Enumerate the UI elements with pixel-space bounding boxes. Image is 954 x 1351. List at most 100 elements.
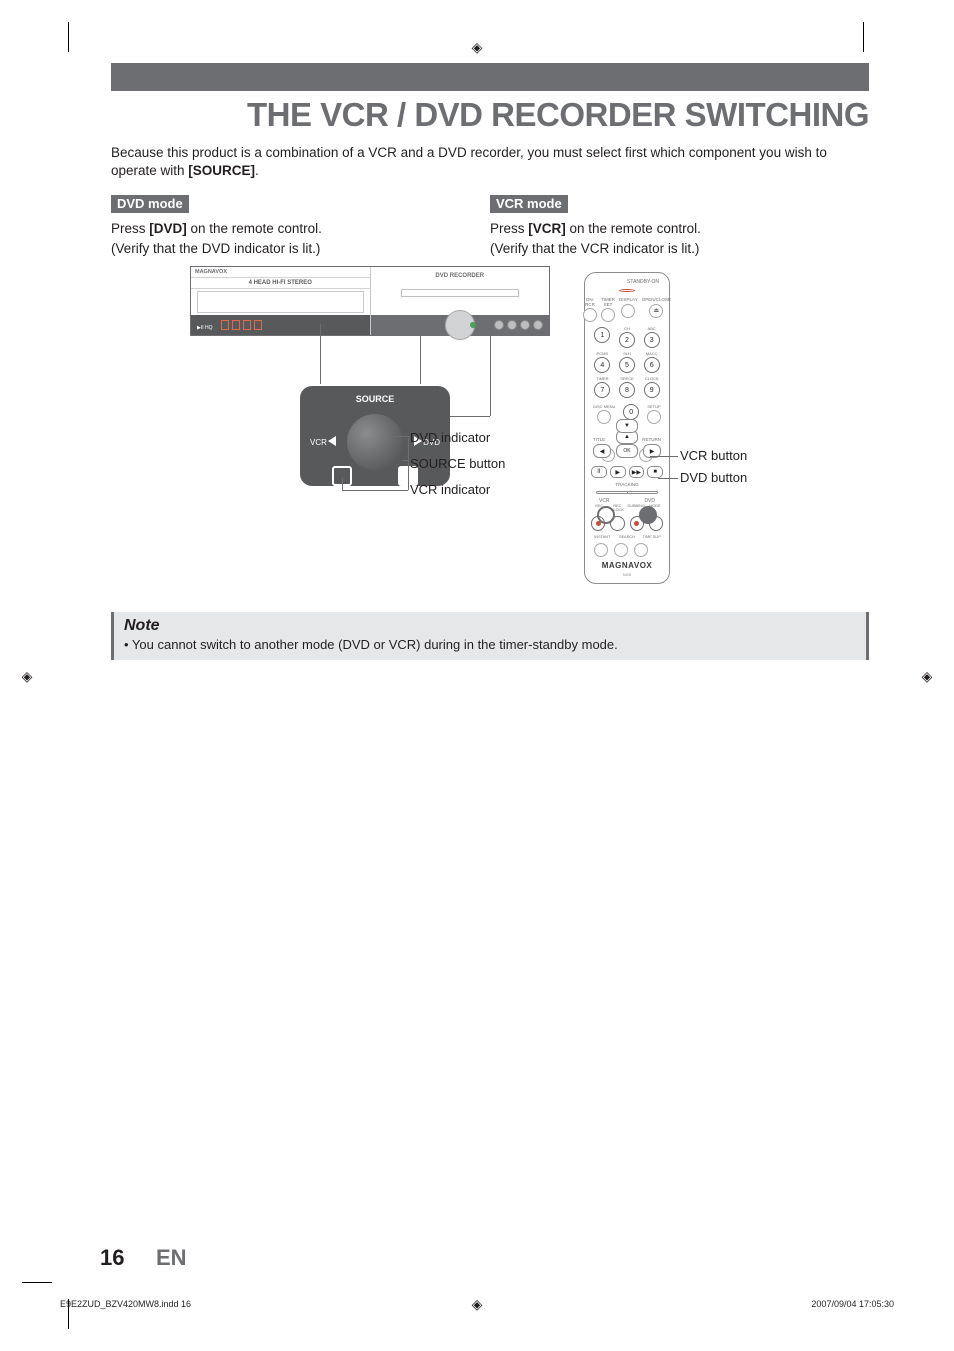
unit-vcr-label: ▶II HQ <box>197 325 213 331</box>
footer-right: 2007/09/04 17:05:30 <box>811 1299 894 1309</box>
dial-knob-icon <box>347 414 403 470</box>
dvd-small-btn-icon <box>533 320 543 330</box>
num-lbl: CH <box>624 326 630 331</box>
transport-row: II ▶ ▶▶ ■ <box>591 466 663 478</box>
remote-num-icon: 1 <box>594 327 610 343</box>
rec-dot-icon <box>634 521 639 526</box>
registration-mark-icon: ◈ <box>918 667 936 685</box>
remote-btn-icon <box>583 308 597 322</box>
remote-label: TIMER SET <box>601 298 615 307</box>
num-lbl: MACC <box>646 351 658 356</box>
bot-labels: INSTANT SEARCH TIME SLIP <box>591 535 663 539</box>
note-title: Note <box>124 617 856 635</box>
dvd-indicator-callout: DVD indicator <box>410 430 490 445</box>
transport-btn-icon: ▶ <box>610 466 626 478</box>
num-lbl: ABC <box>648 326 656 331</box>
dvd-button-callout: DVD button <box>680 470 747 485</box>
dvd-line2: (Verify that the DVD indicator is lit.) <box>111 241 320 256</box>
unit-front: MAGNAVOX 4 HEAD HI-FI STEREO ▶II HQ DVD … <box>190 266 550 336</box>
leader-line <box>342 478 343 490</box>
remote-sub: NG5 <box>623 572 631 577</box>
dial-vcr-label: VCR <box>310 438 327 447</box>
vcr-segment-icon <box>254 320 262 330</box>
device-diagram: MAGNAVOX 4 HEAD HI-FI STEREO ▶II HQ DVD … <box>190 266 770 596</box>
note-box: Note • You cannot switch to another mode… <box>111 612 869 660</box>
num-lbl: PCMS <box>597 351 609 356</box>
unit-vcr-panel: ▶II HQ <box>191 315 370 335</box>
vcr-segment-icon <box>221 320 229 330</box>
remote-numpad: 1 CH2 ABC3 PCMS4 SLH5 MACC6 TIMER7 SPECE… <box>593 326 661 398</box>
remote-btn-icon <box>647 410 661 424</box>
num-lbl: SLH <box>623 351 631 356</box>
remote-num-icon: 2 <box>619 332 635 348</box>
dvd-line1b: [DVD] <box>149 221 187 236</box>
power-button-icon <box>619 289 635 292</box>
bot-lbl: TIME SLIP <box>640 535 663 539</box>
remote-btn-icon <box>634 543 648 557</box>
unit-dvd-title: DVD RECORDER <box>371 273 550 279</box>
unit-dvd-tray <box>401 289 520 297</box>
transport-btn-icon: ▶▶ <box>629 466 645 478</box>
vcr-line1c: on the remote control. <box>566 221 701 236</box>
leader-line <box>658 478 678 479</box>
remote-num-icon: 5 <box>619 357 635 373</box>
remote-num-icon: 3 <box>644 332 660 348</box>
vcr-line2: (Verify that the VCR indicator is lit.) <box>490 241 699 256</box>
remote-title-left: TITLE <box>593 437 605 442</box>
vcr-line1b: [VCR] <box>528 221 566 236</box>
remote-btn-icon <box>601 308 615 322</box>
unit-brand: MAGNAVOX <box>195 269 227 275</box>
leader-line <box>342 490 408 491</box>
unit-dvd-panel <box>371 315 550 335</box>
dpad-left-icon: ◀ <box>593 444 611 458</box>
dial-arrow-left-icon <box>328 436 336 446</box>
leader-line <box>420 324 421 384</box>
bot-lbl: SEARCH <box>616 535 639 539</box>
intro-bold: [SOURCE] <box>188 163 255 178</box>
leader-line <box>408 460 409 490</box>
dpad-down-icon: ▼ <box>616 419 638 433</box>
tracking-minus-icon: − <box>597 492 628 493</box>
remote-dpad: ▲ OK ▼ ◀ ▶ <box>593 430 661 433</box>
remote-btn-icon <box>594 543 608 557</box>
intro-text: Because this product is a combination of… <box>111 144 869 180</box>
remote-num-icon: 9 <box>644 382 660 398</box>
vcr-segment-icon <box>232 320 240 330</box>
remote-label: DISC MENU <box>593 404 615 409</box>
note-body: • You cannot switch to another mode (DVD… <box>124 637 856 652</box>
bot-row <box>588 543 666 557</box>
remote-dvd-label: DVD <box>644 498 655 504</box>
vcr-mode-text: Press [VCR] on the remote control. (Veri… <box>490 219 869 258</box>
remote-num-icon: 6 <box>644 357 660 373</box>
vcr-indicator-callout: VCR indicator <box>410 482 490 497</box>
dvd-led-icon <box>470 322 476 328</box>
registration-mark-icon: ◈ <box>468 38 486 56</box>
remote-title-right: RETURN <box>642 437 661 442</box>
unit-vcr-title: 4 HEAD HI-FI STEREO <box>191 277 370 289</box>
unit-dvd-side: DVD RECORDER <box>371 267 550 335</box>
tracking-plus-icon: + <box>628 492 658 493</box>
vcr-segment-icon <box>243 320 251 330</box>
dvd-line1c: on the remote control. <box>187 221 322 236</box>
remote-label: DISPLAY <box>619 298 638 303</box>
remote-label: ON-RCR <box>583 298 597 307</box>
intro-after: . <box>255 163 259 178</box>
dpad-ok-icon: OK <box>616 444 638 458</box>
remote-top-row: ON-RCR TIMER SET DISPLAY OPEN/CLOSE⏏ <box>591 298 663 322</box>
remote-btn-icon <box>614 543 628 557</box>
leader-line <box>650 456 678 457</box>
dvd-line1a: Press <box>111 221 149 236</box>
transport-btn-icon: ■ <box>647 466 663 478</box>
remote-vcr-label: VCR <box>599 498 610 504</box>
source-button-callout: SOURCE button <box>410 456 505 471</box>
leader-line <box>408 436 409 461</box>
unit-vcr-side: MAGNAVOX 4 HEAD HI-FI STEREO ▶II HQ <box>191 267 371 335</box>
vcr-mode-col: VCR mode Press [VCR] on the remote contr… <box>490 195 869 258</box>
num-lbl: SPECE <box>620 376 634 381</box>
leader-line <box>390 436 408 437</box>
leader-line <box>450 416 490 417</box>
num-lbl: CLOCK <box>645 376 659 381</box>
dvd-mode-text: Press [DVD] on the remote control. (Veri… <box>111 219 490 258</box>
remote-btn-icon <box>597 410 611 424</box>
page-lang: EN <box>156 1245 187 1271</box>
